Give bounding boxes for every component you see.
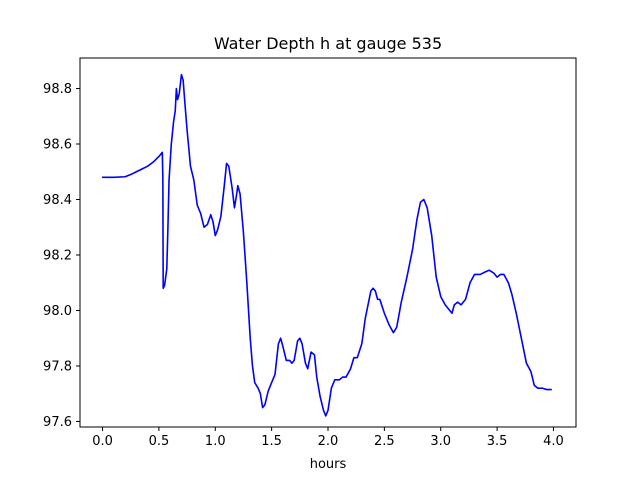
x-axis: 0.0 0.5 1.0 1.5 2.0 2.5 3.0 3.5 4.0 bbox=[92, 427, 564, 449]
y-tick-label: 98.8 bbox=[43, 82, 72, 97]
x-tick-label: 3.0 bbox=[430, 434, 451, 449]
y-tick-label: 98.0 bbox=[43, 304, 72, 319]
y-tick-label: 97.6 bbox=[43, 415, 72, 430]
y-tick-label: 98.6 bbox=[43, 138, 72, 153]
plot-area bbox=[101, 73, 552, 417]
x-tick-label: 2.5 bbox=[374, 434, 395, 449]
x-tick-label: 4.0 bbox=[543, 434, 564, 449]
x-tick-label: 0.0 bbox=[92, 434, 113, 449]
chart-title: Water Depth h at gauge 535 bbox=[214, 34, 442, 53]
x-tick-label: 1.5 bbox=[261, 434, 282, 449]
y-tick-label: 97.8 bbox=[43, 359, 72, 374]
x-tick-label: 1.0 bbox=[205, 434, 226, 449]
x-tick-label: 3.5 bbox=[487, 434, 508, 449]
series-line-1 bbox=[101, 73, 552, 417]
y-tick-label: 98.4 bbox=[43, 193, 72, 208]
y-tick-label: 98.2 bbox=[43, 248, 72, 263]
y-axis: 97.6 97.8 98.0 98.2 98.4 98.6 98.8 bbox=[43, 82, 80, 430]
x-tick-label: 2.0 bbox=[318, 434, 339, 449]
x-axis-label: hours bbox=[310, 457, 347, 472]
x-tick-label: 0.5 bbox=[149, 434, 170, 449]
